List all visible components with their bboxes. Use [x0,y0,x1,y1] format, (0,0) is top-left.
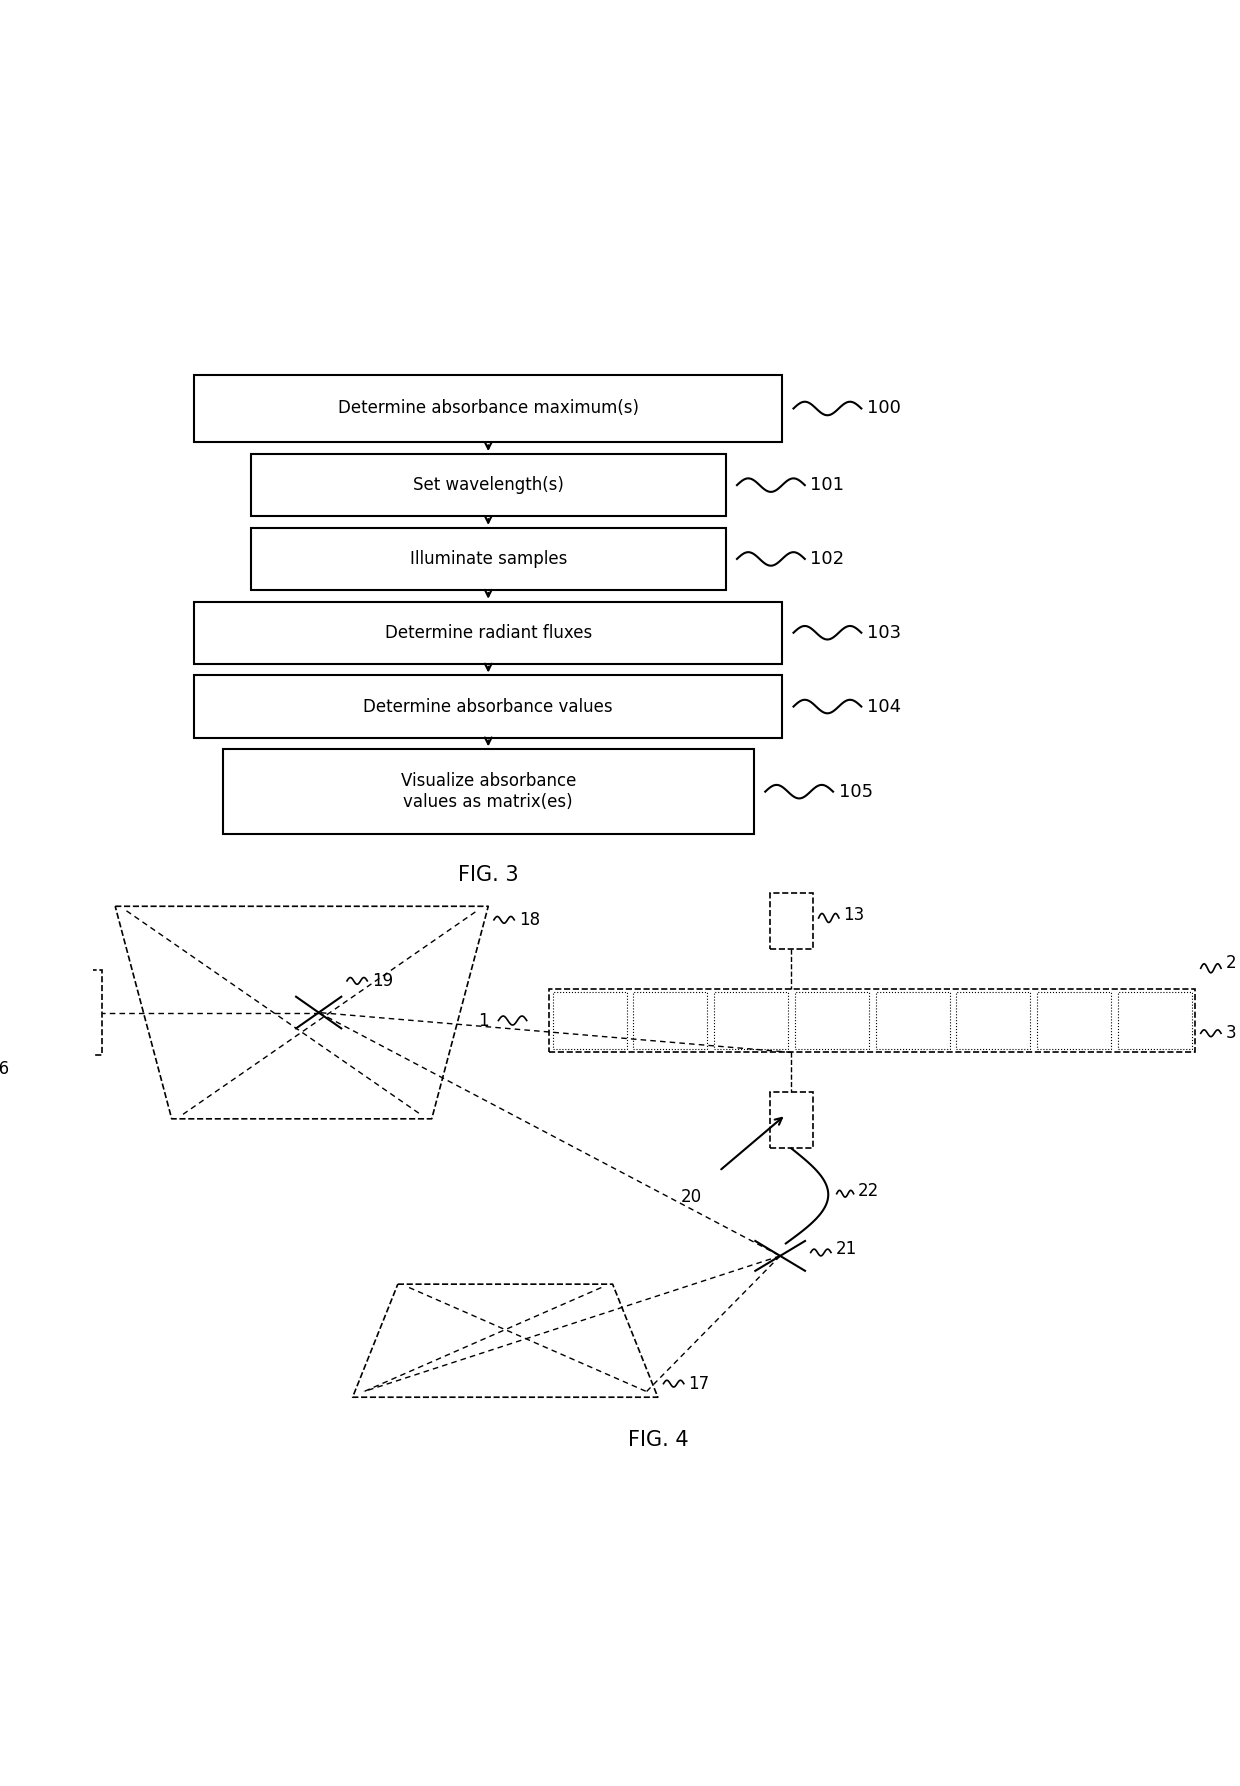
Text: FIG. 4: FIG. 4 [627,1431,688,1450]
Text: 105: 105 [838,782,873,800]
Text: 19: 19 [372,972,393,989]
FancyBboxPatch shape [195,602,782,664]
Text: Determine absorbance values: Determine absorbance values [363,698,613,716]
FancyBboxPatch shape [195,375,782,443]
Text: 20: 20 [681,1188,702,1206]
Text: 13: 13 [843,906,864,923]
FancyBboxPatch shape [195,675,782,738]
Text: 2: 2 [1225,954,1236,972]
Text: Determine radiant fluxes: Determine radiant fluxes [384,623,591,641]
Text: Illuminate samples: Illuminate samples [409,550,567,568]
Text: 3: 3 [1225,1025,1236,1043]
Text: 22: 22 [858,1182,879,1200]
Text: 103: 103 [867,623,901,641]
Text: 16: 16 [0,1059,10,1077]
Text: 101: 101 [811,477,844,495]
FancyBboxPatch shape [250,529,725,589]
Text: 17: 17 [688,1375,709,1393]
Text: 18: 18 [518,911,539,929]
FancyBboxPatch shape [223,750,754,834]
FancyBboxPatch shape [250,454,725,516]
Text: 1: 1 [479,1011,489,1029]
Text: 104: 104 [867,698,901,716]
Text: 100: 100 [867,400,900,418]
Text: Set wavelength(s): Set wavelength(s) [413,477,564,495]
Text: FIG. 3: FIG. 3 [458,864,518,884]
Text: Determine absorbance maximum(s): Determine absorbance maximum(s) [337,400,639,418]
Text: Visualize absorbance
values as matrix(es): Visualize absorbance values as matrix(es… [401,772,575,811]
Text: 102: 102 [811,550,844,568]
Text: 21: 21 [836,1239,857,1257]
